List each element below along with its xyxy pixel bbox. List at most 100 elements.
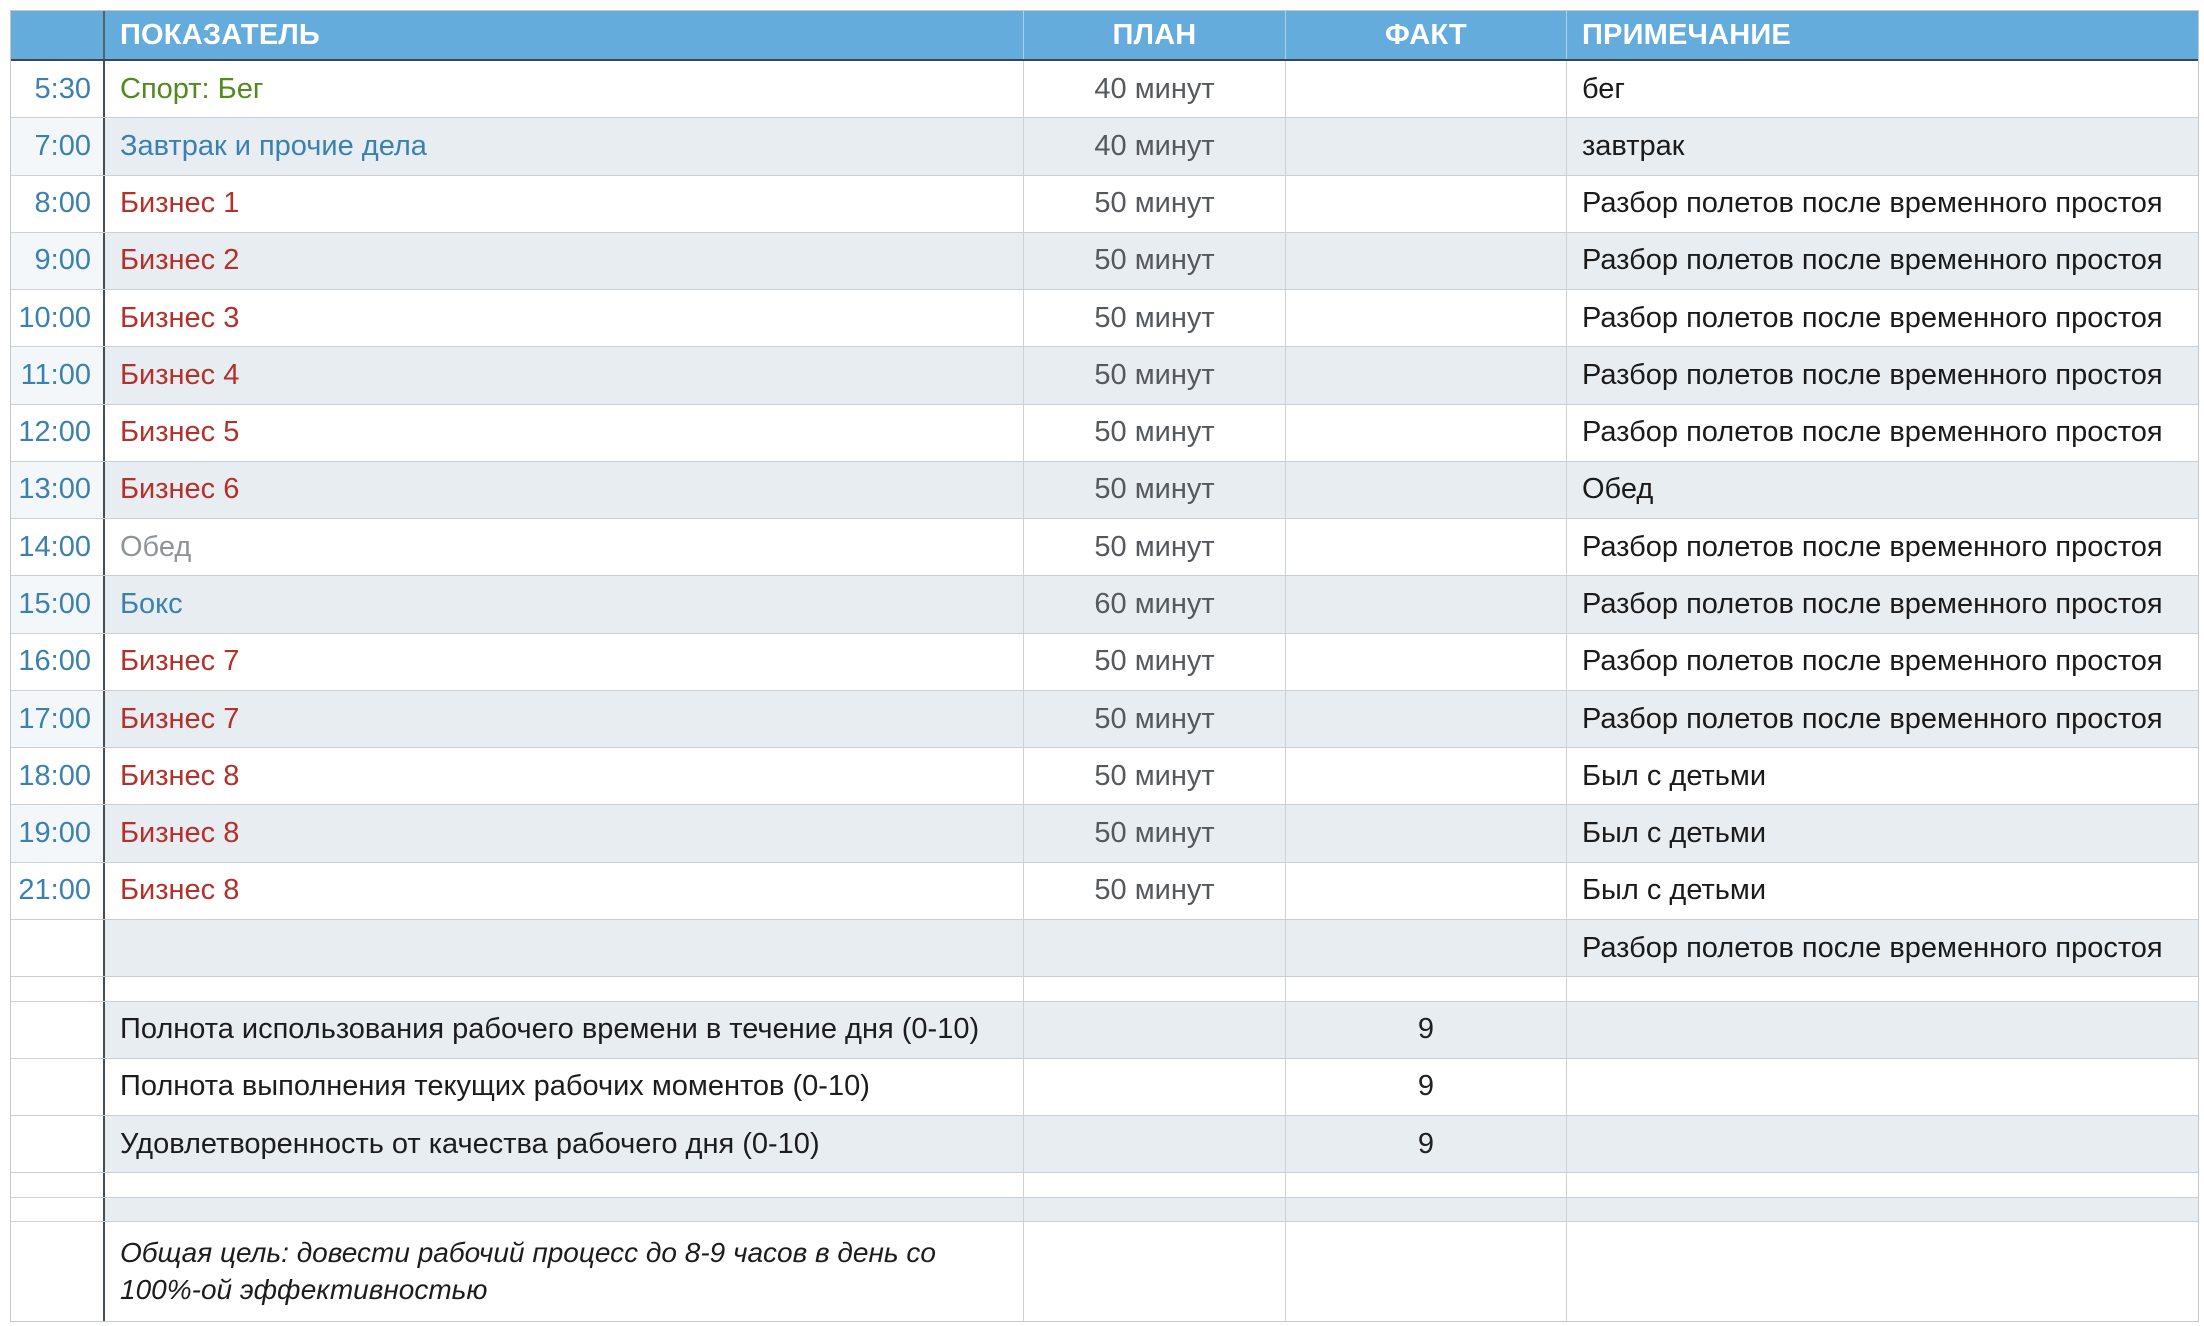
fact-cell[interactable] — [1286, 347, 1567, 404]
indicator-cell[interactable]: Бизнес 8 — [105, 862, 1024, 919]
fact-cell[interactable] — [1286, 1221, 1567, 1321]
time-cell[interactable]: 8:00 — [11, 175, 105, 232]
note-cell[interactable]: Разбор полетов после временного простоя — [1567, 232, 2198, 290]
note-cell[interactable] — [1567, 1001, 2198, 1058]
time-cell[interactable] — [11, 1001, 105, 1058]
time-cell[interactable] — [11, 919, 105, 977]
header-cell-plan[interactable]: ПЛАН — [1024, 11, 1286, 59]
indicator-cell[interactable]: Полнота выполнения текущих рабочих момен… — [105, 1058, 1024, 1116]
note-cell[interactable]: завтрак — [1567, 118, 2198, 175]
plan-cell[interactable]: 50 минут — [1024, 690, 1286, 748]
note-cell[interactable]: Обед — [1567, 461, 2198, 519]
fact-cell[interactable] — [1286, 175, 1567, 232]
plan-cell[interactable] — [1024, 1197, 1286, 1221]
plan-cell[interactable]: 60 минут — [1024, 576, 1286, 633]
time-cell[interactable] — [11, 1116, 105, 1173]
time-cell[interactable] — [11, 1173, 105, 1197]
time-cell[interactable]: 9:00 — [11, 232, 105, 290]
fact-cell[interactable] — [1286, 1197, 1567, 1221]
note-cell[interactable]: Разбор полетов после временного простоя — [1567, 519, 2198, 576]
indicator-cell[interactable]: Бизнес 5 — [105, 404, 1024, 461]
note-cell[interactable]: Был с детьми — [1567, 862, 2198, 919]
indicator-cell[interactable]: Общая цель: довести рабочий процесс до 8… — [105, 1221, 1024, 1321]
indicator-cell[interactable]: Завтрак и прочие дела — [105, 118, 1024, 175]
indicator-cell[interactable]: Спорт: Бег — [105, 61, 1024, 118]
indicator-cell[interactable]: Бизнес 6 — [105, 461, 1024, 519]
indicator-cell[interactable]: Бизнес 8 — [105, 805, 1024, 862]
note-cell[interactable]: Разбор полетов после временного простоя — [1567, 576, 2198, 633]
fact-cell[interactable] — [1286, 633, 1567, 690]
plan-cell[interactable]: 50 минут — [1024, 404, 1286, 461]
fact-cell[interactable] — [1286, 748, 1567, 805]
plan-cell[interactable] — [1024, 1001, 1286, 1058]
indicator-cell[interactable]: Бизнес 1 — [105, 175, 1024, 232]
indicator-cell[interactable] — [105, 1197, 1024, 1221]
fact-cell[interactable] — [1286, 519, 1567, 576]
time-cell[interactable]: 17:00 — [11, 690, 105, 748]
plan-cell[interactable] — [1024, 1221, 1286, 1321]
note-cell[interactable]: Был с детьми — [1567, 748, 2198, 805]
fact-cell[interactable]: 9 — [1286, 1116, 1567, 1173]
note-cell[interactable]: Разбор полетов после временного простоя — [1567, 690, 2198, 748]
indicator-cell[interactable]: Полнота использования рабочего времени в… — [105, 1001, 1024, 1058]
indicator-cell[interactable]: Бизнес 2 — [105, 232, 1024, 290]
time-cell[interactable]: 11:00 — [11, 347, 105, 404]
indicator-cell[interactable]: Бокс — [105, 576, 1024, 633]
fact-cell[interactable] — [1286, 461, 1567, 519]
plan-cell[interactable]: 50 минут — [1024, 232, 1286, 290]
plan-cell[interactable] — [1024, 1116, 1286, 1173]
note-cell[interactable] — [1567, 977, 2198, 1001]
time-cell[interactable]: 13:00 — [11, 461, 105, 519]
indicator-cell[interactable] — [105, 1173, 1024, 1197]
fact-cell[interactable] — [1286, 1173, 1567, 1197]
fact-cell[interactable] — [1286, 290, 1567, 347]
note-cell[interactable]: Разбор полетов после временного простоя — [1567, 404, 2198, 461]
note-cell[interactable] — [1567, 1058, 2198, 1116]
indicator-cell[interactable]: Обед — [105, 519, 1024, 576]
note-cell[interactable] — [1567, 1197, 2198, 1221]
indicator-cell[interactable]: Удовлетворенность от качества рабочего д… — [105, 1116, 1024, 1173]
time-cell[interactable]: 15:00 — [11, 576, 105, 633]
plan-cell[interactable] — [1024, 919, 1286, 977]
note-cell[interactable]: Разбор полетов после временного простоя — [1567, 290, 2198, 347]
fact-cell[interactable] — [1286, 919, 1567, 977]
indicator-cell[interactable]: Бизнес 3 — [105, 290, 1024, 347]
time-cell[interactable]: 16:00 — [11, 633, 105, 690]
plan-cell[interactable]: 40 минут — [1024, 61, 1286, 118]
time-cell[interactable]: 5:30 — [11, 61, 105, 118]
plan-cell[interactable] — [1024, 977, 1286, 1001]
indicator-cell[interactable] — [105, 977, 1024, 1001]
plan-cell[interactable]: 50 минут — [1024, 290, 1286, 347]
header-cell-time[interactable] — [11, 11, 105, 59]
note-cell[interactable] — [1567, 1173, 2198, 1197]
note-cell[interactable] — [1567, 1221, 2198, 1321]
time-cell[interactable]: 7:00 — [11, 118, 105, 175]
indicator-cell[interactable]: Бизнес 7 — [105, 633, 1024, 690]
time-cell[interactable] — [11, 1197, 105, 1221]
header-cell-note[interactable]: ПРИМЕЧАНИЕ — [1582, 18, 1791, 51]
plan-cell[interactable]: 50 минут — [1024, 175, 1286, 232]
note-cell[interactable]: Разбор полетов после временного простоя — [1567, 633, 2198, 690]
time-cell[interactable] — [11, 977, 105, 1001]
plan-cell[interactable]: 50 минут — [1024, 805, 1286, 862]
fact-cell[interactable] — [1286, 805, 1567, 862]
plan-cell[interactable]: 40 минут — [1024, 118, 1286, 175]
plan-cell[interactable]: 50 минут — [1024, 347, 1286, 404]
plan-cell[interactable] — [1024, 1058, 1286, 1116]
fact-cell[interactable] — [1286, 118, 1567, 175]
time-cell[interactable]: 12:00 — [11, 404, 105, 461]
indicator-cell[interactable]: Бизнес 7 — [105, 690, 1024, 748]
time-cell[interactable]: 10:00 — [11, 290, 105, 347]
note-cell[interactable]: Разбор полетов после временного простоя — [1567, 175, 2198, 232]
fact-cell[interactable] — [1286, 576, 1567, 633]
fact-cell[interactable] — [1286, 862, 1567, 919]
fact-cell[interactable] — [1286, 61, 1567, 118]
fact-cell[interactable]: 9 — [1286, 1058, 1567, 1116]
plan-cell[interactable]: 50 минут — [1024, 748, 1286, 805]
time-cell[interactable] — [11, 1221, 105, 1321]
note-cell[interactable]: Разбор полетов после временного простоя — [1567, 919, 2198, 977]
fact-cell[interactable] — [1286, 690, 1567, 748]
indicator-cell[interactable]: Бизнес 8 — [105, 748, 1024, 805]
plan-cell[interactable]: 50 минут — [1024, 519, 1286, 576]
plan-cell[interactable] — [1024, 1173, 1286, 1197]
